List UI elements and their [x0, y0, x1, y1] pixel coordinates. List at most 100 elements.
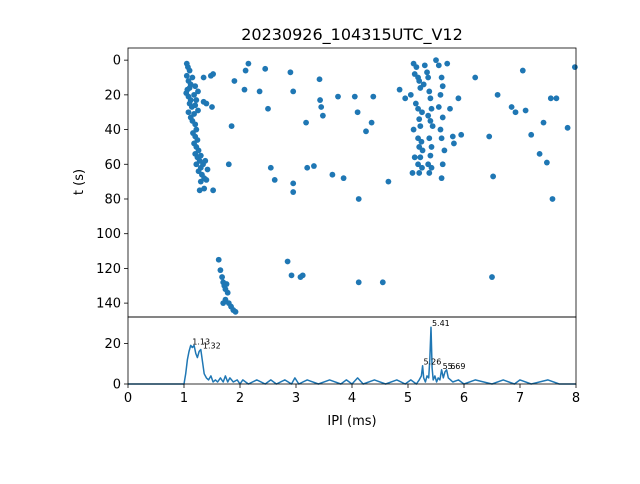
scatter-point [417, 154, 424, 161]
scatter-point [441, 147, 448, 154]
scatter-point [191, 91, 197, 98]
scatter-point [335, 93, 341, 100]
scatter-point [191, 111, 197, 117]
scatter-point [340, 175, 347, 182]
scatter-point [200, 74, 207, 81]
scatter-point [318, 104, 325, 110]
scatter-point [304, 164, 311, 171]
scatter-point [409, 170, 416, 176]
scatter-point [428, 164, 435, 171]
scatter-point [543, 159, 550, 166]
histogram-frame [127, 316, 577, 385]
y-tick-label: 140 [96, 297, 121, 312]
scatter-point [219, 274, 225, 280]
scatter-point [201, 185, 208, 192]
x-tick-label: 7 [516, 391, 524, 406]
scatter-point [245, 60, 252, 67]
scatter-point [540, 119, 547, 126]
scatter-point [186, 67, 193, 74]
scatter-point [225, 161, 232, 168]
scatter-point [316, 76, 323, 83]
y-tick-label: 80 [104, 192, 121, 207]
scatter-point [439, 161, 446, 168]
scatter-point [451, 140, 457, 147]
scatter-point [444, 60, 451, 67]
scatter-point [536, 150, 543, 157]
scatter-point [317, 97, 323, 103]
scatter-point [287, 69, 294, 76]
scatter-point [455, 95, 462, 102]
scatter-point [379, 279, 386, 286]
scatter-point [290, 189, 297, 195]
scatter-point [418, 138, 425, 145]
scatter-point [197, 152, 204, 159]
scatter-point [449, 133, 456, 140]
scatter-point [413, 64, 420, 70]
scatter-point [522, 107, 529, 114]
scatter-point [519, 67, 526, 74]
scatter-point [200, 98, 207, 105]
scatter-point [363, 128, 369, 135]
scatter-point [402, 95, 409, 102]
scatter-point [319, 112, 326, 119]
x-tick-label: 6 [460, 391, 468, 406]
scatter-point [512, 109, 519, 116]
scatter-point [267, 164, 274, 171]
scatter-point [209, 104, 215, 110]
scatter-point [411, 154, 418, 161]
scatter-point [415, 161, 421, 168]
y-tick-label: 0 [113, 378, 121, 393]
scatter-point [486, 133, 493, 140]
x-tick-label: 3 [292, 391, 300, 406]
scatter-point [426, 170, 433, 176]
scatter-point [553, 95, 560, 102]
scatter-point [192, 121, 199, 128]
scatter-point [197, 178, 204, 185]
scatter-point [311, 163, 317, 169]
scatter-point [427, 117, 434, 124]
scatter-point [202, 157, 209, 164]
y-tick-label: 60 [104, 158, 121, 173]
scatter-point [439, 114, 446, 121]
scatter-point [232, 308, 239, 315]
scatter-point [299, 272, 306, 279]
scatter-point [355, 279, 362, 286]
scatter-point [419, 109, 425, 116]
scatter-point [427, 152, 434, 159]
scatter-point [407, 91, 414, 98]
scatter-point [417, 123, 424, 129]
scatter-point [204, 166, 211, 173]
scatter-point [354, 109, 361, 116]
scatter-point [207, 72, 214, 79]
scatter-point [193, 161, 200, 168]
scatter-point [203, 176, 210, 183]
scatter-point [196, 187, 203, 194]
scatter-point [428, 105, 435, 112]
scatter-point [439, 83, 446, 90]
scatter-point [419, 147, 426, 154]
y-tick-label: 20 [104, 88, 121, 103]
scatter-point [547, 95, 554, 102]
peak-annotation: 5.26 [424, 358, 442, 367]
scatter-point [355, 196, 362, 202]
scatter-point [351, 93, 358, 100]
scatter-point [428, 144, 435, 150]
scatter-point [368, 119, 375, 126]
scatter-point [242, 67, 249, 74]
scatter-point [224, 289, 231, 296]
scatter-point [416, 78, 423, 84]
scatter-point [494, 91, 501, 98]
scatter-point [192, 102, 199, 109]
scatter-point [193, 97, 200, 103]
histogram-panel: 1.131.32 5.41 5.26 5.65.69 0 20 0 1 2 3 4 5 6 7 8 [104, 316, 580, 406]
scatter-point [438, 135, 445, 142]
scatter-point [415, 105, 421, 112]
scatter-point [429, 123, 436, 129]
scatter-point [437, 126, 444, 133]
scatter-point [410, 126, 417, 133]
x-tick-label: 2 [236, 391, 244, 406]
x-tick-label: 0 [124, 391, 132, 406]
peak-annotation: 1.13 [192, 337, 210, 346]
scatter-point [435, 104, 442, 110]
scatter-point [185, 109, 192, 116]
